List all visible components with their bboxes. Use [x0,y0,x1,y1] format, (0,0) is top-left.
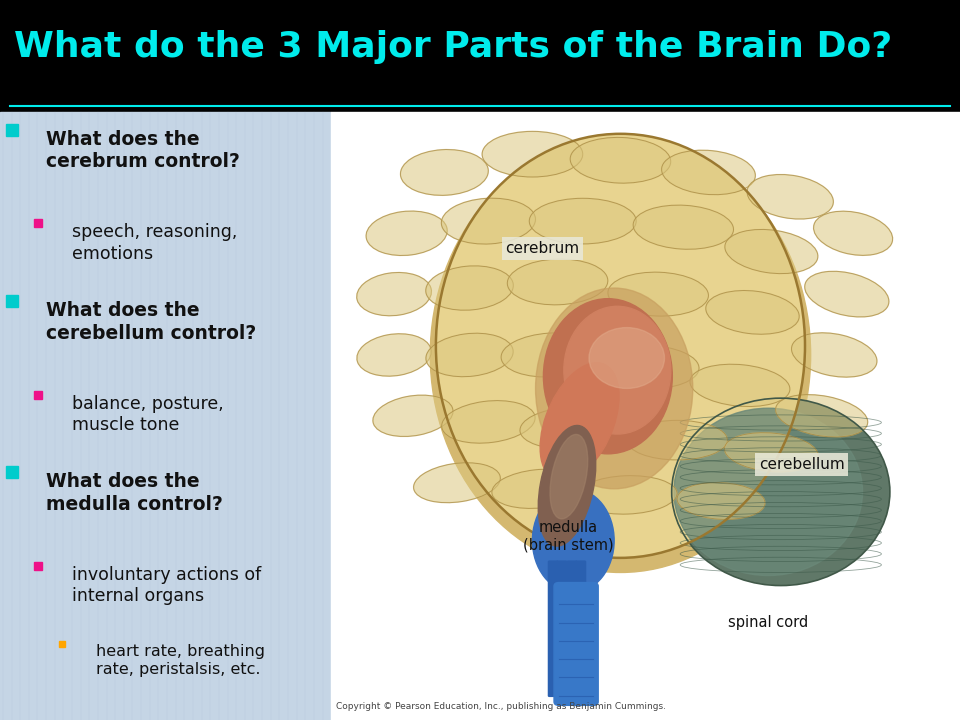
Ellipse shape [550,434,588,519]
Ellipse shape [442,198,536,244]
FancyBboxPatch shape [576,561,586,696]
Ellipse shape [529,198,636,244]
Text: What does the
cerebrum control?: What does the cerebrum control? [46,130,240,171]
Text: balance, posture,
muscle tone: balance, posture, muscle tone [72,395,224,434]
Ellipse shape [437,135,804,557]
Ellipse shape [608,272,708,316]
Text: What does the
cerebellum control?: What does the cerebellum control? [46,301,256,343]
Text: What do the 3 Major Parts of the Brain Do?: What do the 3 Major Parts of the Brain D… [14,30,893,64]
Ellipse shape [482,131,583,177]
Ellipse shape [425,266,514,310]
Ellipse shape [426,333,514,377]
Ellipse shape [776,395,868,437]
Ellipse shape [813,211,893,256]
Ellipse shape [592,345,699,389]
Ellipse shape [690,364,790,407]
Bar [0,0,960,112]
Ellipse shape [747,174,833,219]
Text: cerebellum: cerebellum [758,457,845,472]
Ellipse shape [570,138,671,183]
FancyBboxPatch shape [554,582,598,706]
Ellipse shape [366,211,447,256]
Ellipse shape [507,259,608,305]
Ellipse shape [661,150,756,194]
Ellipse shape [677,482,765,519]
Ellipse shape [725,433,818,472]
Text: What does the
medulla control?: What does the medulla control? [46,472,223,514]
FancyBboxPatch shape [548,561,558,696]
Ellipse shape [414,463,500,503]
Ellipse shape [501,333,602,377]
Ellipse shape [543,299,672,454]
Ellipse shape [564,306,671,434]
Ellipse shape [539,426,596,546]
Ellipse shape [430,138,810,572]
Ellipse shape [589,328,664,388]
Ellipse shape [357,334,431,376]
Ellipse shape [674,408,862,575]
Ellipse shape [372,395,453,436]
Text: heart rate, breathing
rate, peristalsis, etc.: heart rate, breathing rate, peristalsis,… [96,644,265,677]
Ellipse shape [442,400,535,444]
Ellipse shape [492,469,586,508]
Bar [331,112,960,720]
Ellipse shape [357,272,431,316]
Ellipse shape [627,420,728,460]
Ellipse shape [725,230,818,274]
FancyBboxPatch shape [557,561,566,696]
Ellipse shape [634,205,733,249]
Ellipse shape [540,363,619,481]
Ellipse shape [536,288,693,489]
FancyBboxPatch shape [567,561,577,696]
Bar [0,112,331,720]
Ellipse shape [400,150,489,195]
Text: cerebrum: cerebrum [505,241,580,256]
Text: medulla
(brain stem): medulla (brain stem) [523,520,613,553]
Ellipse shape [520,407,620,449]
Text: spinal cord: spinal cord [728,616,808,630]
Ellipse shape [533,489,614,593]
Text: speech, reasoning,
emotions: speech, reasoning, emotions [72,223,237,263]
Ellipse shape [577,476,677,514]
Ellipse shape [791,333,877,377]
Text: Copyright © Pearson Education, Inc., publishing as Benjamin Cummings.: Copyright © Pearson Education, Inc., pub… [336,703,666,711]
Ellipse shape [706,291,800,334]
Ellipse shape [804,271,889,317]
Ellipse shape [672,399,889,585]
Text: involuntary actions of
internal organs: involuntary actions of internal organs [72,566,261,606]
